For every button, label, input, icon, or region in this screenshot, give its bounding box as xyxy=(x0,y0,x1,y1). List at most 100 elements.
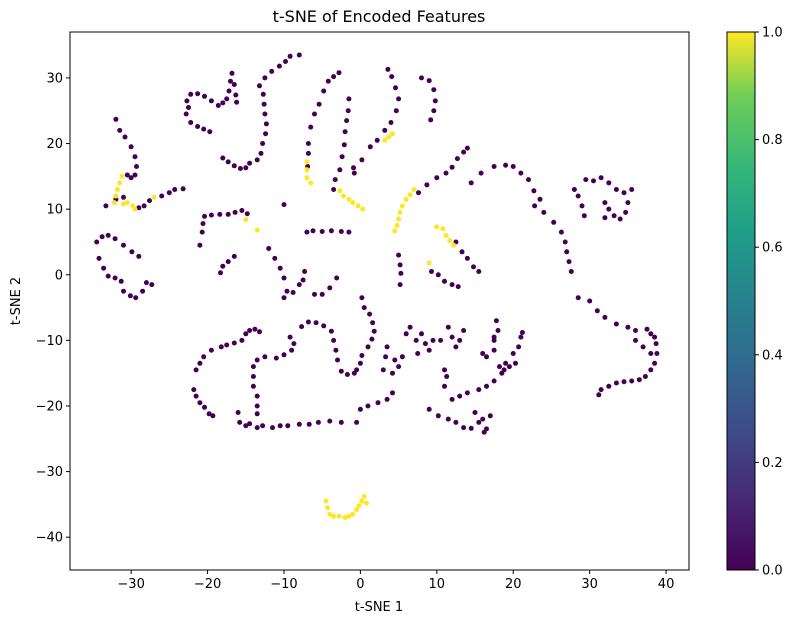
point-class-0 xyxy=(331,74,337,80)
point-class-0 xyxy=(365,403,371,409)
point-class-0 xyxy=(225,211,231,217)
point-class-0 xyxy=(393,108,399,114)
point-class-0 xyxy=(334,275,340,281)
y-axis-label: t-SNE 2 xyxy=(9,277,24,325)
point-class-0 xyxy=(606,180,612,186)
point-class-0 xyxy=(172,187,178,192)
point-class-1 xyxy=(124,200,130,206)
point-class-0 xyxy=(231,340,237,346)
point-class-0 xyxy=(351,170,357,176)
point-class-0 xyxy=(495,328,501,333)
point-class-0 xyxy=(613,321,619,327)
point-class-0 xyxy=(128,144,134,150)
point-class-0 xyxy=(416,190,421,196)
point-class-0 xyxy=(388,120,394,125)
point-class-0 xyxy=(429,269,434,274)
point-class-0 xyxy=(331,337,337,343)
point-class-0 xyxy=(419,331,424,337)
point-class-0 xyxy=(464,255,470,261)
point-class-0 xyxy=(493,318,499,324)
point-class-1 xyxy=(114,187,120,192)
point-class-0 xyxy=(623,209,629,215)
point-class-0 xyxy=(598,175,604,181)
point-class-0 xyxy=(342,129,348,135)
point-class-0 xyxy=(305,141,311,146)
point-class-0 xyxy=(562,239,568,245)
point-class-0 xyxy=(291,341,297,347)
point-class-0 xyxy=(262,354,268,360)
point-class-1 xyxy=(355,203,361,209)
point-class-0 xyxy=(397,282,403,288)
point-class-0 xyxy=(648,331,654,337)
colorbar-tick-label: 0.6 xyxy=(762,241,783,256)
point-class-0 xyxy=(296,421,302,427)
point-class-0 xyxy=(617,216,623,222)
colorbar-ticks: 0.0 0.2 0.4 0.6 0.8 1.0 xyxy=(755,26,783,579)
x-tick-label: −20 xyxy=(194,577,221,592)
point-class-0 xyxy=(276,63,282,69)
point-class-0 xyxy=(382,127,388,133)
point-class-0 xyxy=(435,413,441,419)
point-class-0 xyxy=(338,419,344,425)
point-class-0 xyxy=(235,410,241,415)
point-class-0 xyxy=(385,66,391,72)
point-class-0 xyxy=(484,354,489,360)
point-class-0 xyxy=(480,351,486,356)
point-class-1 xyxy=(304,159,310,165)
point-class-0 xyxy=(224,96,230,102)
y-tick-label: −10 xyxy=(36,334,63,349)
point-class-0 xyxy=(438,337,444,343)
point-class-0 xyxy=(202,404,207,410)
point-class-0 xyxy=(606,383,612,389)
point-class-0 xyxy=(237,166,243,171)
point-class-0 xyxy=(575,295,581,301)
point-class-0 xyxy=(581,213,587,219)
point-class-0 xyxy=(277,265,283,271)
colorbar-tick-label: 0.4 xyxy=(762,348,783,363)
point-class-1 xyxy=(440,226,446,232)
point-class-0 xyxy=(606,206,612,212)
point-class-0 xyxy=(112,236,118,242)
point-class-1 xyxy=(359,498,365,504)
point-class-1 xyxy=(323,498,329,504)
point-class-0 xyxy=(113,116,119,122)
point-class-0 xyxy=(239,208,245,213)
point-class-0 xyxy=(200,221,206,227)
point-class-0 xyxy=(328,228,334,234)
point-class-0 xyxy=(426,406,432,412)
point-class-1 xyxy=(151,194,157,200)
point-class-0 xyxy=(633,328,638,333)
plot-frame xyxy=(69,31,690,571)
point-class-0 xyxy=(313,320,319,326)
point-class-0 xyxy=(629,187,635,192)
point-class-0 xyxy=(526,177,531,183)
point-class-0 xyxy=(571,187,577,192)
point-class-0 xyxy=(208,347,214,353)
point-class-0 xyxy=(397,262,403,268)
point-class-1 xyxy=(396,216,402,222)
point-class-0 xyxy=(432,98,438,104)
point-class-0 xyxy=(346,229,352,235)
point-class-0 xyxy=(359,353,365,358)
point-class-1 xyxy=(361,494,367,499)
point-class-0 xyxy=(306,421,312,427)
point-class-0 xyxy=(195,124,201,129)
point-class-0 xyxy=(195,91,201,97)
point-class-0 xyxy=(250,383,256,389)
point-class-0 xyxy=(247,421,253,427)
point-class-1 xyxy=(346,513,352,519)
point-class-0 xyxy=(284,288,290,294)
point-class-0 xyxy=(426,347,432,353)
point-class-0 xyxy=(112,275,118,281)
point-class-0 xyxy=(575,193,581,199)
point-class-0 xyxy=(201,354,207,360)
y-tick-label: 20 xyxy=(46,137,63,152)
point-class-0 xyxy=(234,99,240,105)
point-class-0 xyxy=(380,367,386,373)
point-class-0 xyxy=(270,425,275,431)
point-class-0 xyxy=(316,101,322,107)
colorbar xyxy=(726,31,756,571)
point-class-0 xyxy=(333,347,339,353)
point-class-0 xyxy=(226,88,232,94)
y-tick-label: 30 xyxy=(46,71,63,86)
